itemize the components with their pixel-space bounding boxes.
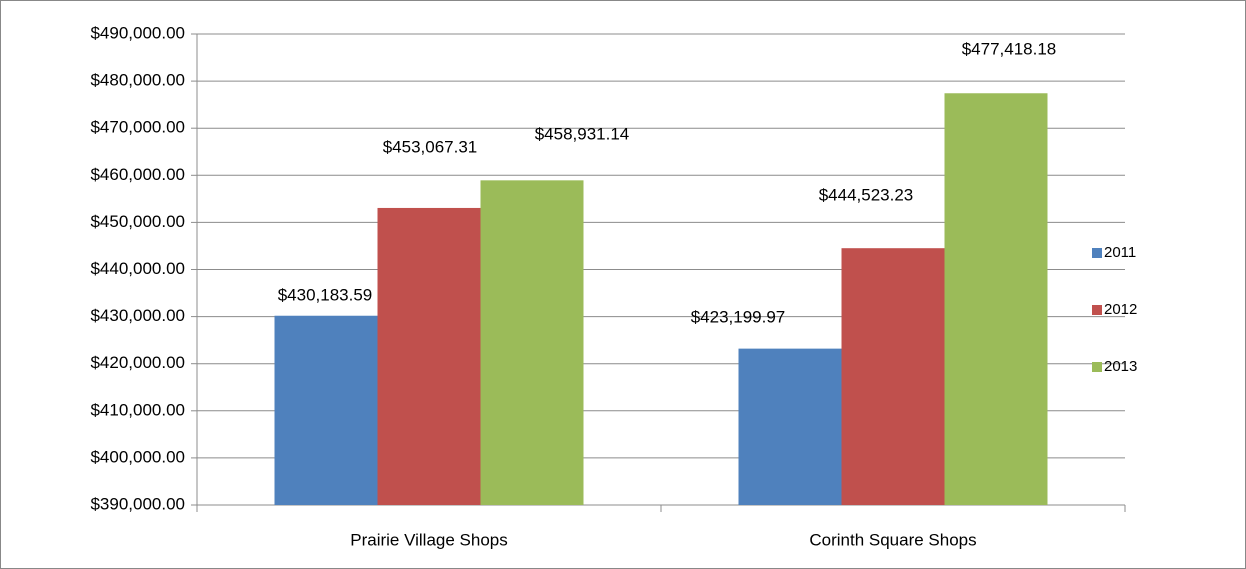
y-tick-label: $490,000.00 <box>90 23 185 42</box>
x-tick-label: Prairie Village Shops <box>350 530 508 549</box>
legend-swatch <box>1092 248 1102 258</box>
x-tick-label: Corinth Square Shops <box>809 530 976 549</box>
data-label: $458,931.14 <box>535 124 630 143</box>
data-label: $430,183.59 <box>278 285 373 304</box>
legend-swatch <box>1092 362 1102 372</box>
y-tick-label: $430,000.00 <box>90 306 185 325</box>
bar <box>274 315 378 505</box>
bar <box>738 348 842 505</box>
bar <box>944 93 1048 505</box>
bar <box>480 180 584 505</box>
data-label: $444,523.23 <box>819 185 914 204</box>
bar <box>841 248 945 505</box>
y-tick-label: $420,000.00 <box>90 353 185 372</box>
y-tick-label: $410,000.00 <box>90 400 185 419</box>
legend-swatch <box>1092 305 1102 315</box>
y-tick-label: $460,000.00 <box>90 165 185 184</box>
data-label: $477,418.18 <box>962 39 1057 58</box>
legend-label: 2013 <box>1104 358 1137 375</box>
y-tick-label: $400,000.00 <box>90 447 185 466</box>
bar <box>377 207 481 505</box>
y-tick-label: $470,000.00 <box>90 118 185 137</box>
y-tick-label: $440,000.00 <box>90 259 185 278</box>
legend-label: 2012 <box>1104 301 1137 318</box>
data-label: $423,199.97 <box>691 307 786 326</box>
y-tick-label: $480,000.00 <box>90 71 185 90</box>
y-tick-label: $450,000.00 <box>90 212 185 231</box>
legend-label: 2011 <box>1104 244 1136 261</box>
y-tick-label: $390,000.00 <box>90 494 185 513</box>
legend: 2011 2012 2013 <box>1092 244 1137 375</box>
data-label: $453,067.31 <box>383 137 478 156</box>
